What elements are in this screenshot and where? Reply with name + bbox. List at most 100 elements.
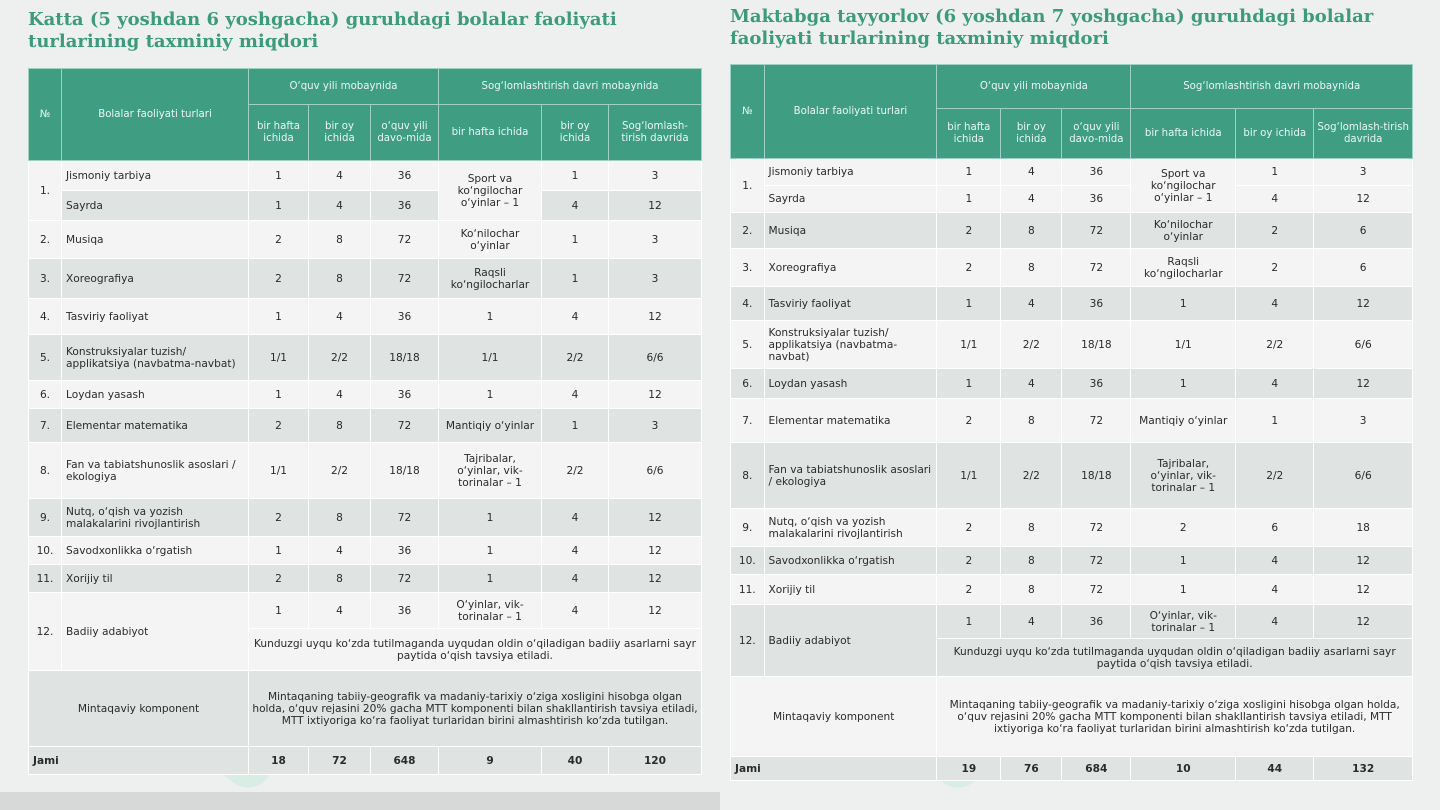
cell-year: 72: [370, 498, 439, 537]
cell-week: 1: [248, 592, 309, 629]
cell-health-period: 12: [608, 564, 702, 593]
total-health-month: 44: [1235, 756, 1315, 781]
cell-year: 72: [370, 220, 439, 259]
col-header-no: №: [730, 64, 765, 159]
total-label: Jami: [729, 756, 938, 781]
cell-year: 36: [370, 190, 439, 221]
cell-week: 2: [936, 546, 1002, 575]
activity-name: Loydan yasash: [763, 368, 938, 399]
cell-week: 2: [248, 498, 309, 537]
cell-health-month: 4: [541, 498, 609, 537]
cell-health-month: 4: [1235, 546, 1315, 575]
cell-month: 4: [1000, 368, 1063, 399]
cell-week: 1: [248, 190, 309, 221]
cell-week: 2: [248, 220, 309, 259]
table-row: 2. Musiqa 2 8 72 Ko‘nilochar o‘yinlar 2 …: [730, 212, 1413, 249]
row-number: 11.: [28, 564, 62, 593]
table-row: Mintaqaviy komponent Mintaqaning tabiiy-…: [28, 670, 702, 747]
cell-year: 72: [1061, 398, 1132, 443]
cell-health-activity: 1: [438, 380, 542, 409]
col-header-month: bir oy ichida: [308, 104, 371, 161]
cell-health-month: 4: [541, 536, 609, 565]
cell-month: 4: [1000, 185, 1063, 213]
total-health-activity: 10: [1130, 756, 1237, 781]
activity-name: Elementar matematika: [61, 408, 249, 443]
cell-month: 4: [308, 592, 371, 629]
activity-name: Sayrda: [763, 185, 938, 213]
activity-name: Tasviriy faoliyat: [763, 286, 938, 321]
cell-health-period: 6/6: [1313, 320, 1413, 369]
cell-month: 2/2: [1000, 320, 1063, 369]
left-table: № Bolalar faoliyati turlari O‘quv yili m…: [28, 68, 702, 775]
cell-health-month: 2: [1235, 248, 1315, 287]
table-row: 2. Musiqa 2 8 72 Ko‘nilochar o‘yinlar 1 …: [28, 220, 702, 259]
cell-year: 18/18: [1061, 320, 1132, 369]
cell-year: 72: [1061, 508, 1132, 547]
cell-health-period: 12: [1313, 574, 1413, 605]
right-table: № Bolalar faoliyati turlari O‘quv yili m…: [729, 64, 1413, 781]
total-year: 684: [1061, 756, 1132, 781]
row-number: 1.: [730, 158, 765, 213]
cell-year: 72: [1061, 574, 1132, 605]
table-row: Mintaqaviy komponent Mintaqaning tabiiy-…: [729, 676, 1413, 757]
activity-name: Xoreografiya: [763, 248, 938, 287]
cell-health-activity: 1: [438, 564, 542, 593]
cell-health-activity: Raqsli ko‘ngilocharlar: [1130, 248, 1237, 287]
cell-year: 36: [370, 160, 439, 191]
row-number: 10.: [28, 536, 62, 565]
cell-health-period: 3: [608, 258, 702, 299]
cell-health-period: 12: [608, 498, 702, 537]
row-number: 11.: [730, 574, 765, 605]
table-row: 12. Badiiy adabiyot 1 4 36 O‘yinlar, vik…: [730, 604, 1413, 677]
cell-week: 1/1: [936, 442, 1002, 509]
col-header-school-year: O‘quv yili mobaynida: [936, 64, 1132, 109]
cell-year: 36: [370, 536, 439, 565]
total-week: 18: [248, 746, 309, 775]
total-year: 648: [370, 746, 439, 775]
row-number: 10.: [730, 546, 765, 575]
row-number: 8.: [28, 442, 62, 499]
col-header-activity: Bolalar faoliyati turlari: [763, 64, 938, 159]
table-row: Sayrda 1 4 36 4 12: [29, 190, 702, 221]
table-row: 8. Fan va tabiatshunoslik asoslari / eko…: [28, 442, 702, 499]
activity-name: Savodxonlikka o‘rgatish: [763, 546, 938, 575]
cell-health-month: 4: [541, 190, 609, 221]
cell-health-month: 4: [1235, 368, 1315, 399]
cell-week: 1/1: [936, 320, 1002, 369]
cell-health-activity: 1: [438, 536, 542, 565]
cell-month: 8: [308, 564, 371, 593]
cell-health-period: 12: [608, 592, 702, 629]
cell-health-month: 1: [541, 160, 609, 191]
activity-name: Xorijiy til: [763, 574, 938, 605]
table-row: 10. Savodxonlikka o‘rgatish 1 4 36 1 4 1…: [28, 536, 702, 565]
cell-month: 8: [1000, 574, 1063, 605]
cell-health-month: 4: [541, 380, 609, 409]
cell-health-period: 3: [608, 160, 702, 191]
cell-year: 36: [1061, 158, 1132, 186]
table-row: 10. Savodxonlikka o‘rgatish 2 8 72 1 4 1…: [730, 546, 1413, 575]
activity-name: Nutq, o‘qish va yozish malakalarini rivo…: [61, 498, 249, 537]
cell-health-period: 6: [1313, 212, 1413, 249]
cell-week: 2: [936, 398, 1002, 443]
cell-health-activity: 1: [1130, 546, 1237, 575]
col-header-health: Sog‘lomlash-tirish davrida: [1313, 108, 1413, 159]
cell-health-month: 1: [541, 258, 609, 299]
cell-health-month: 2/2: [1235, 442, 1315, 509]
col-header-activity: Bolalar faoliyati turlari: [61, 68, 249, 161]
col-header-year: o‘quv yili davo-mida: [370, 104, 439, 161]
cell-month: 8: [1000, 546, 1063, 575]
cell-week: 1: [248, 298, 309, 335]
cell-year: 36: [370, 298, 439, 335]
activity-name: Musiqa: [763, 212, 938, 249]
row-number: 7.: [730, 398, 765, 443]
col-header-year: o‘quv yili davo-mida: [1061, 108, 1132, 159]
cell-health-period: 3: [608, 408, 702, 443]
cell-week: 1/1: [248, 334, 309, 381]
cell-year: 36: [1061, 286, 1132, 321]
cell-month: 8: [308, 408, 371, 443]
cell-health-activity: Tajribalar, o‘yinlar, vik-torinalar – 1: [438, 442, 542, 499]
table-row: 7. Elementar matematika 2 8 72 Mantiqiy …: [730, 398, 1413, 443]
cell-year: 72: [370, 564, 439, 593]
cell-year: 18/18: [370, 442, 439, 499]
cell-health-period: 3: [608, 220, 702, 259]
